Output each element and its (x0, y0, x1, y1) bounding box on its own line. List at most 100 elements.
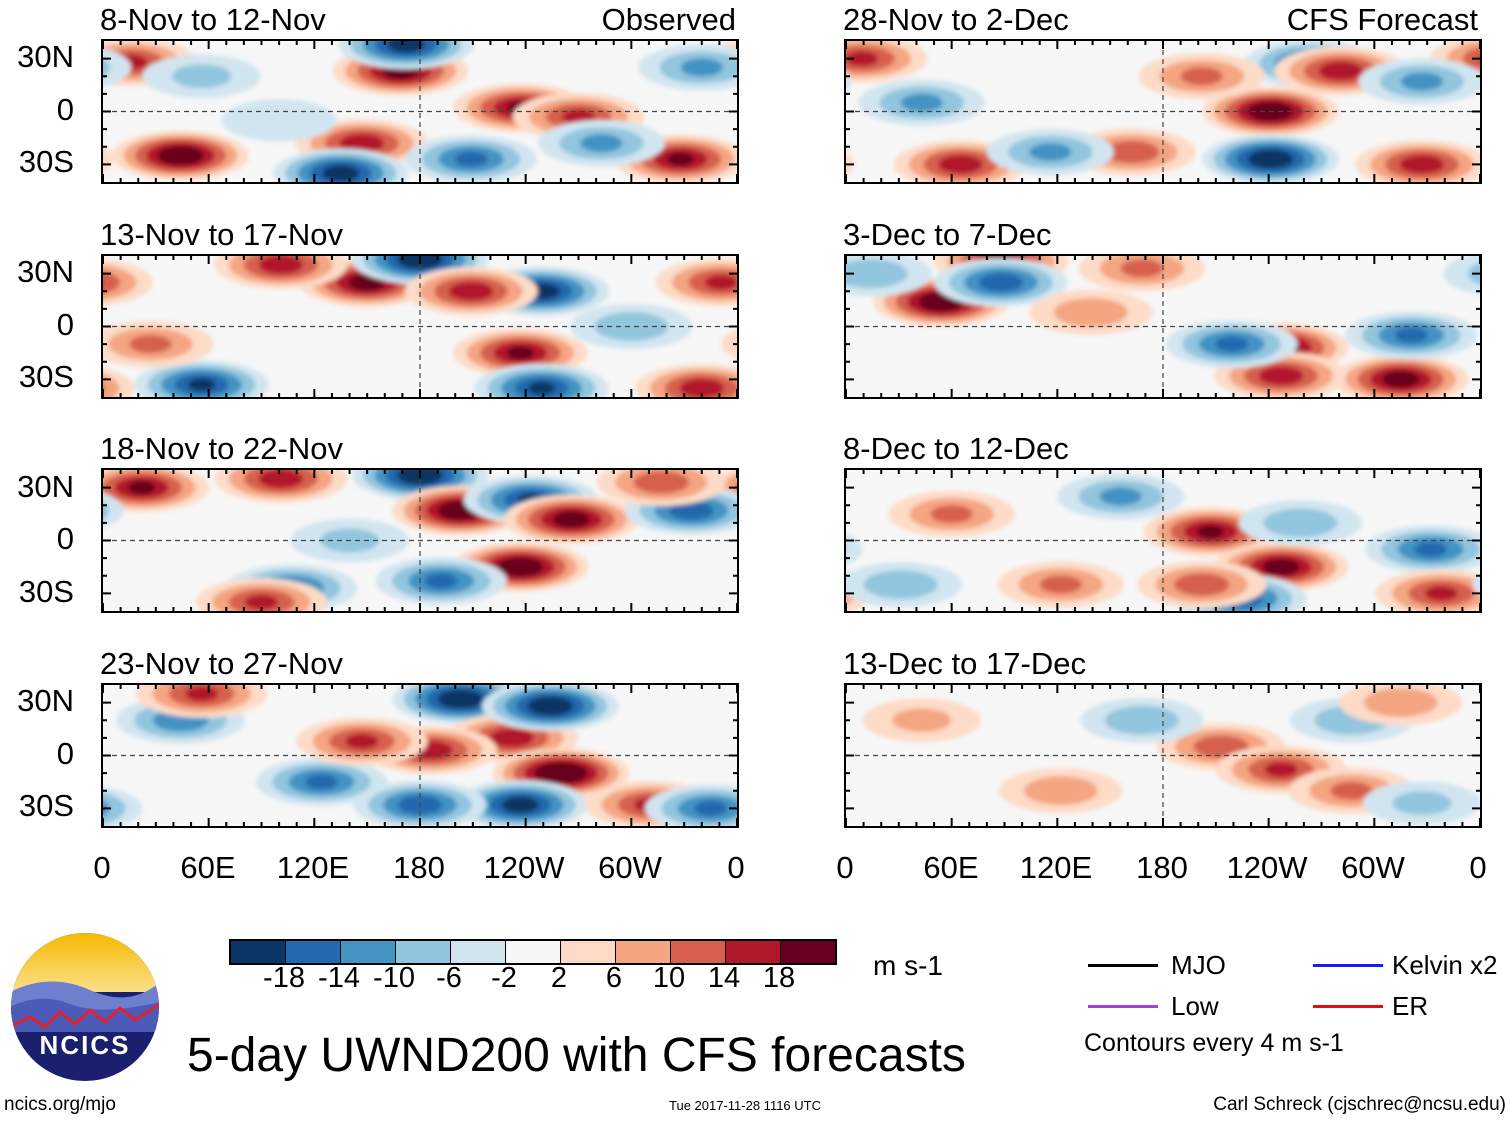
anomaly-contour (1462, 47, 1480, 70)
logo-text: NCICS (40, 1030, 131, 1060)
anomaly-contour (938, 154, 983, 174)
colorbar-swatch (396, 941, 451, 963)
observed-label: Observed (601, 2, 736, 37)
anomaly-contour (1120, 259, 1163, 278)
anomaly-contour (1029, 142, 1072, 162)
legend-label: ER (1392, 991, 1429, 1021)
anomaly-contour (424, 573, 458, 589)
panel-title: 18-Nov to 22-Nov (100, 431, 343, 466)
map-panel (844, 39, 1482, 184)
colorbar-tick-label: 14 (707, 962, 741, 994)
legend-line-mjo (1088, 964, 1158, 967)
x-tick-label: 60W (598, 850, 662, 885)
anomaly-contour (1262, 558, 1300, 576)
anomaly-contour (1023, 776, 1098, 806)
map-panel (101, 683, 739, 828)
anomaly-contour (185, 686, 219, 702)
anomaly-contour (534, 762, 588, 784)
x-tick-label: 60E (923, 850, 979, 885)
x-tick-label: 120E (276, 850, 350, 885)
colorbar (229, 939, 837, 965)
anomaly-contour (1318, 61, 1364, 81)
anomaly-contour (846, 259, 908, 288)
anomaly-contour (1180, 67, 1223, 86)
map-panel (101, 254, 739, 399)
anomaly-contour (103, 271, 121, 294)
footer-url[interactable]: ncics.org/mjo (4, 1094, 116, 1115)
contours-note: Contours every 4 m s-1 (1084, 1029, 1344, 1057)
colorbar-tick-label: -10 (373, 962, 415, 994)
y-tick-label: 30S (18, 574, 74, 609)
x-tick-label: 0 (1469, 850, 1487, 885)
colorbar-tick-label: 18 (762, 962, 796, 994)
anomaly-contour (1039, 575, 1082, 594)
anomaly-contour (1099, 487, 1142, 506)
anomaly-contour (103, 145, 114, 173)
map-panel (101, 468, 739, 613)
colorbar-swatch (341, 941, 396, 963)
anomaly-contour (846, 51, 879, 67)
colorbar-tick-label: 2 (550, 962, 568, 994)
ncics-logo: NCICS (10, 932, 160, 1082)
anomaly-contour (1382, 371, 1420, 388)
anomaly-contour (680, 58, 723, 77)
anomaly-contour (552, 511, 590, 528)
footer-credit: Carl Schreck (cjschrec@ncsu.edu) (1213, 1094, 1506, 1115)
anomaly-contour (103, 58, 111, 77)
x-tick-label: 120W (483, 850, 565, 885)
map-panel (101, 39, 739, 184)
y-tick-label: 0 (56, 307, 74, 342)
anomaly-contour (1193, 735, 1249, 758)
colorbar-swatch (286, 941, 341, 963)
anomaly-contour (387, 41, 425, 53)
y-tick-label: 30S (18, 788, 74, 823)
anomaly-contour (1400, 72, 1444, 91)
y-tick-label: 30N (17, 39, 74, 74)
anomaly-contour (528, 381, 555, 395)
anomaly-contour (1247, 149, 1294, 169)
anomaly-contour (978, 273, 1024, 292)
map-panel (844, 254, 1482, 399)
anomaly-contour (258, 470, 304, 489)
x-tick-label: 60W (1341, 850, 1405, 885)
anomaly-contour (694, 800, 728, 816)
colorbar-units: m s-1 (873, 950, 943, 981)
colorbar-tick-label: -14 (318, 962, 360, 994)
anomaly-contour (1103, 140, 1160, 164)
legend-line-er (1313, 1005, 1383, 1008)
anomaly-contour (172, 64, 232, 89)
anomaly-contour (221, 99, 337, 142)
anomaly-contour (322, 165, 360, 182)
forecast-label: CFS Forecast (1286, 2, 1478, 37)
y-tick-label: 30N (17, 683, 74, 718)
panel-title: 8-Dec to 12-Dec (843, 431, 1069, 466)
anomaly-contour (129, 335, 172, 354)
colorbar-swatch (561, 941, 616, 963)
anomaly-contour (846, 799, 848, 808)
anomaly-contour (863, 570, 938, 599)
colorbar-tick-label: 10 (652, 962, 686, 994)
colorbar-swatch (671, 941, 726, 963)
legend-line-kelvin (1313, 964, 1383, 967)
anomaly-contour (1394, 327, 1428, 343)
anomaly-contour (1392, 791, 1452, 815)
anomaly-contour (304, 774, 338, 790)
colorbar-tick-label: -2 (491, 962, 517, 994)
colorbar-swatch (451, 941, 506, 963)
panel-title: 13-Dec to 17-Dec (843, 646, 1086, 681)
map-panel (844, 683, 1482, 828)
anomaly-contour (721, 328, 737, 360)
anomaly-contour (245, 594, 278, 610)
anomaly-contour (1472, 574, 1480, 596)
legend-label: Low (1171, 991, 1219, 1021)
x-tick-label: 0 (93, 850, 111, 885)
anomaly-contour (669, 501, 714, 520)
panel-title: 3-Dec to 7-Dec (843, 217, 1052, 252)
anomaly-contour (437, 689, 484, 709)
y-tick-label: 0 (56, 736, 74, 771)
anomaly-contour (506, 346, 534, 360)
anomaly-contour (1264, 762, 1298, 778)
y-tick-label: 30N (17, 469, 74, 504)
panel-title: 28-Nov to 2-Dec (843, 2, 1069, 37)
anomaly-contour (454, 151, 488, 167)
